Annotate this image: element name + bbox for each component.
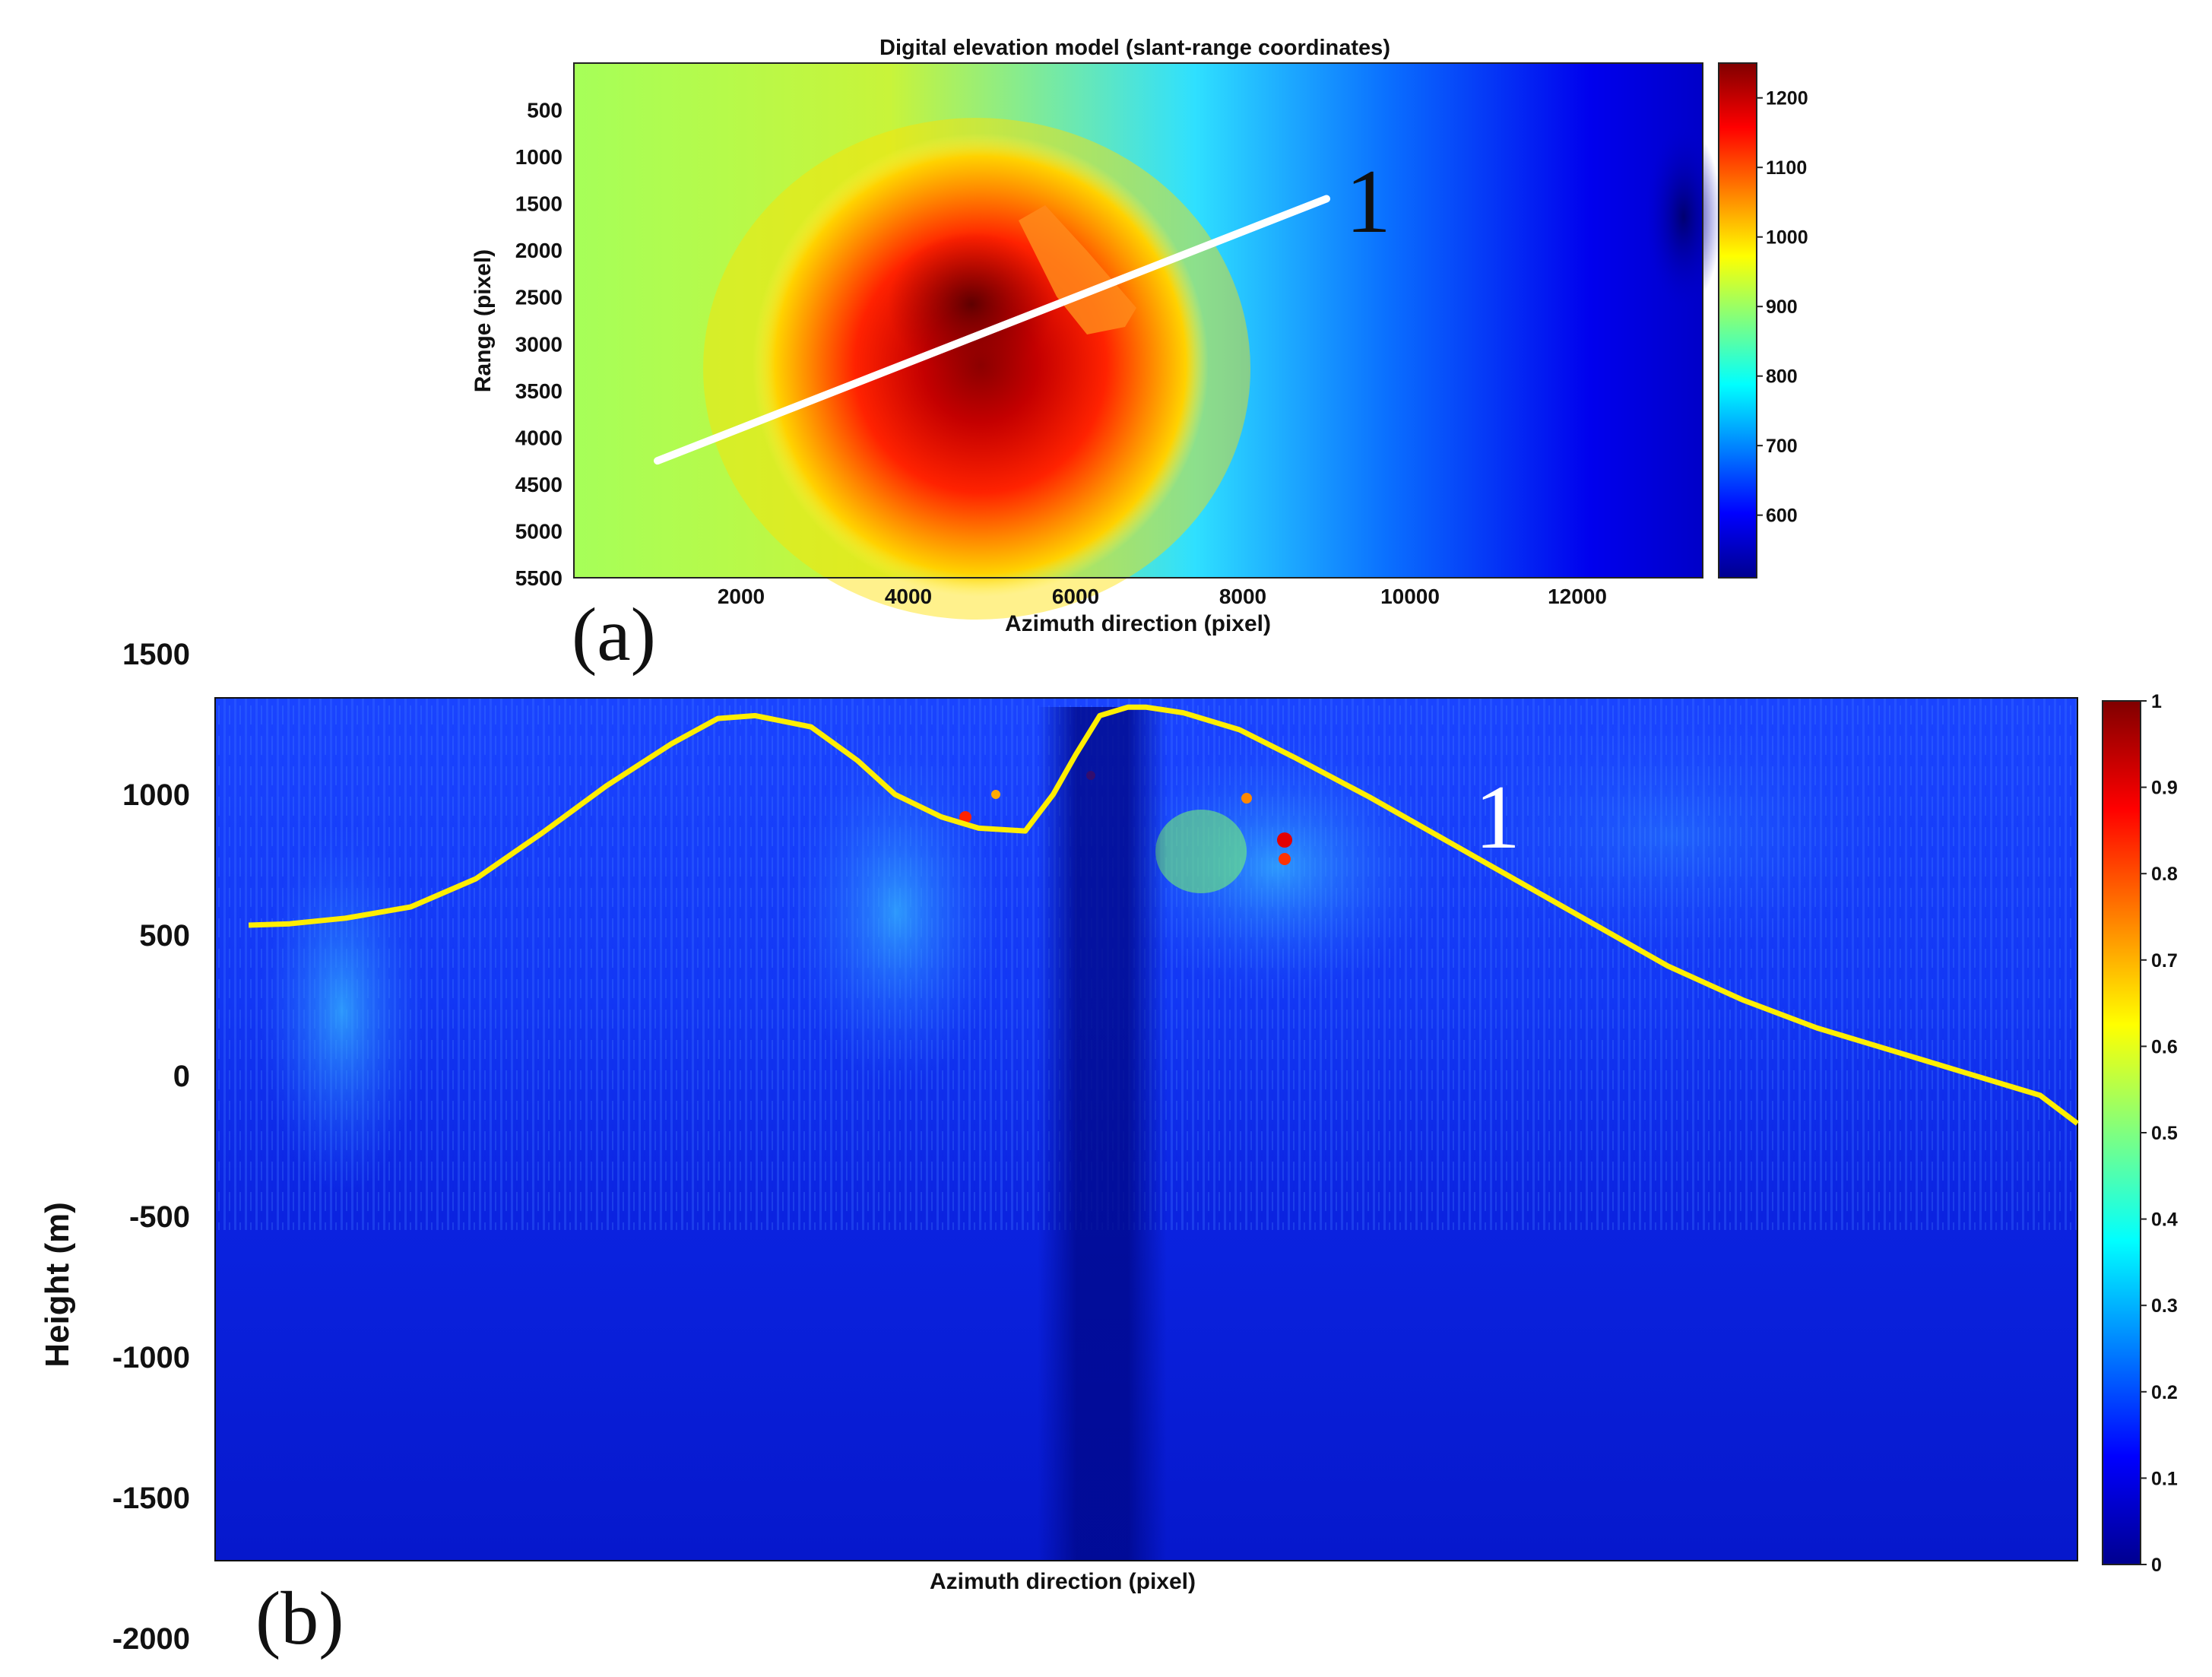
panel-b-colorbar-tick-0: 0 [2151,1555,2162,1576]
panel-a-colorbar-ticks: 600 700 800 900 1000 1100 1200 [1757,88,1808,527]
panel-b-y-tick-1: 1000 [122,778,190,812]
hotspot-3 [959,811,971,823]
panel-b-label: (b) [255,1576,344,1660]
panel-b-y-tick-0: 1500 [122,638,190,671]
panel-a-colorbar-tick-0: 600 [1766,506,1798,527]
panel-b-colorbar-tick-3: 0.3 [2151,1295,2178,1317]
panel-a-x-tick-4: 10000 [1380,585,1440,608]
panel-a-y-ticks: 500 1000 1500 2000 2500 3000 3500 4000 4500 5000 5… [515,99,563,590]
tomo-glow-left [258,829,426,1194]
profile-curve-1 [248,704,2080,1126]
panel-a-colorbar: 600 700 800 900 1000 1100 1200 [1718,62,1808,579]
panel-b-colorbar-tick-8: 0.8 [2151,864,2178,885]
panel-b-y-ticks: 1500 1000 500 0 -500 -1000 -1500 -2000 [113,638,190,1656]
panel-a-plot-area: 1 [573,62,1722,620]
panel-a-x-tick-3: 8000 [1219,585,1266,608]
panel-a-y-tick-7: 4000 [515,426,563,449]
panel-b-colorbar-tick-6: 0.6 [2151,1036,2178,1057]
panel-b-colorbar-tick-1: 0.1 [2151,1468,2178,1489]
panel-a: Digital elevation model (slant-range coo… [471,36,1808,677]
panel-a-x-tick-1: 4000 [885,585,932,608]
hotspot-4 [991,790,1000,799]
panel-a-y-tick-10: 5500 [515,566,563,590]
panel-a-x-axis-label: Azimuth direction (pixel) [1005,611,1271,636]
panel-b-plot-area: 1 [214,697,2080,1561]
panel-a-x-ticks: 2000 4000 6000 8000 10000 12000 [718,585,1607,608]
panel-b-colorbar-tick-9: 0.9 [2151,778,2178,799]
panel-a-y-tick-8: 4500 [515,473,563,496]
panel-a-colorbar-tick-6: 1200 [1766,88,1808,109]
panel-a-y-tick-0: 500 [527,99,563,122]
panel-b-colorbar-tick-5: 0.5 [2151,1123,2178,1144]
panel-a-y-tick-6: 3500 [515,379,563,403]
panel-a-y-tick-5: 3000 [515,332,563,356]
tomo-glow-far-right [1459,715,1885,958]
panel-b-y-tick-3: 0 [173,1060,190,1093]
panel-b-colorbar-tick-7: 0.7 [2151,950,2178,972]
dem-dark-corner [1646,125,1722,308]
panel-a-colorbar-tick-2: 800 [1766,366,1798,388]
panel-b-y-tick-5: -1000 [113,1341,190,1374]
hotspot-2 [1279,853,1291,865]
panel-a-y-tick-2: 1500 [515,192,563,216]
panel-a-x-tick-2: 6000 [1052,585,1099,608]
panel-b-colorbar-ticks: 0 0.1 0.2 0.3 0.4 0.5 0.6 0.7 0.8 0.9 1 [2141,691,2178,1576]
panel-a-colorbar-gradient [1718,62,1757,579]
panel-a-x-tick-5: 12000 [1548,585,1607,608]
panel-a-y-axis-label: Range (pixel) [471,249,496,392]
profile-label-a: 1 [1345,151,1391,252]
panel-a-colorbar-tick-3: 900 [1766,296,1798,318]
panel-b-colorbar-tick-4: 0.4 [2151,1209,2178,1231]
hotspot-cluster [1155,810,1247,893]
radar-shadow-band [1038,707,1167,1561]
tomo-glow-center [791,737,1003,1087]
panel-b-y-tick-4: -500 [129,1200,190,1234]
dem-crater-slope [1019,205,1136,334]
panel-b-y-tick-7: -2000 [113,1622,190,1656]
panel-a-frame [573,62,1703,579]
panel-a-y-tick-1: 1000 [515,145,563,169]
panel-b-y-tick-6: -1500 [113,1482,190,1515]
panel-a-label: (a) [572,592,656,677]
panel-a-y-tick-9: 5000 [515,519,563,543]
panel-b-y-tick-2: 500 [139,919,190,953]
panel-a-colorbar-tick-4: 1000 [1766,227,1808,249]
panel-b-colorbar: 0 0.1 0.2 0.3 0.4 0.5 0.6 0.7 0.8 0.9 1 [2102,691,2178,1576]
panel-a-y-tick-4: 2500 [515,286,563,309]
panel-b-frame [214,697,2078,1561]
panel-b: 1 1500 1000 500 0 -500 -1000 -1500 -2000 Azimut… [39,638,2178,1660]
profile-line-1 [654,195,1330,465]
tomo-glow-right [1110,737,1444,996]
panel-a-colorbar-tick-5: 1100 [1766,157,1807,179]
panel-b-y-axis-label: Height (m) [39,1202,76,1368]
panel-a-x-tick-0: 2000 [718,585,765,608]
panel-b-colorbar-tick-2: 0.2 [2151,1382,2178,1403]
panel-b-colorbar-gradient [2102,700,2141,1565]
dem-peak [888,232,1055,376]
hotspot-6 [1241,793,1252,804]
panel-b-x-axis-label: Azimuth direction (pixel) [930,1569,1196,1594]
panel-a-title: Digital elevation model (slant-range coo… [879,36,1390,60]
hotspot-1 [1277,832,1292,848]
profile-label-b: 1 [1475,766,1520,867]
panel-a-colorbar-tick-1: 700 [1766,436,1798,457]
panel-a-y-tick-3: 2000 [515,239,563,262]
panel-b-colorbar-tick-10: 1 [2151,691,2162,712]
